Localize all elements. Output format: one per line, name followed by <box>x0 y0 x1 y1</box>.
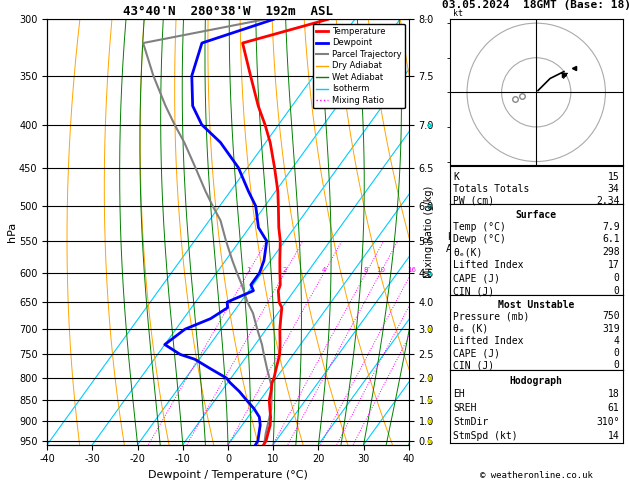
Text: 319: 319 <box>602 324 620 333</box>
Text: Temp (°C): Temp (°C) <box>453 222 506 231</box>
Text: 2.34: 2.34 <box>596 196 620 206</box>
Text: 61: 61 <box>608 403 620 413</box>
Text: 1: 1 <box>246 267 250 273</box>
Text: 4: 4 <box>322 267 326 273</box>
Text: StmDir: StmDir <box>453 417 488 427</box>
Y-axis label: km
ASL: km ASL <box>446 232 464 254</box>
Text: 4: 4 <box>614 336 620 346</box>
Text: Hodograph: Hodograph <box>509 376 563 386</box>
Text: 14: 14 <box>608 431 620 441</box>
Text: 750: 750 <box>602 312 620 321</box>
Text: 8: 8 <box>364 267 369 273</box>
Text: kt: kt <box>453 9 463 18</box>
Text: StmSpd (kt): StmSpd (kt) <box>453 431 518 441</box>
Text: 298: 298 <box>602 247 620 258</box>
Text: LCL: LCL <box>452 436 470 446</box>
Text: 7.9: 7.9 <box>602 222 620 231</box>
Text: 03.05.2024  18GMT (Base: 18): 03.05.2024 18GMT (Base: 18) <box>442 0 629 10</box>
Text: 16: 16 <box>407 267 416 273</box>
Text: SREH: SREH <box>453 403 476 413</box>
Text: Pressure (mb): Pressure (mb) <box>453 312 529 321</box>
Text: Lifted Index: Lifted Index <box>453 260 523 270</box>
Text: θₑ(K): θₑ(K) <box>453 247 482 258</box>
Text: K: K <box>453 172 459 182</box>
Text: 15: 15 <box>608 172 620 182</box>
Text: Mixing Ratio (g/kg): Mixing Ratio (g/kg) <box>425 186 434 278</box>
Text: 0: 0 <box>614 360 620 370</box>
Text: Totals Totals: Totals Totals <box>453 184 529 194</box>
Text: © weatheronline.co.uk: © weatheronline.co.uk <box>480 471 593 480</box>
Text: CAPE (J): CAPE (J) <box>453 273 500 283</box>
Text: CAPE (J): CAPE (J) <box>453 348 500 358</box>
Text: CIN (J): CIN (J) <box>453 286 494 296</box>
Y-axis label: hPa: hPa <box>8 222 18 242</box>
Text: PW (cm): PW (cm) <box>453 196 494 206</box>
Text: 0: 0 <box>614 273 620 283</box>
Text: CIN (J): CIN (J) <box>453 360 494 370</box>
Text: 17: 17 <box>608 260 620 270</box>
Text: EH: EH <box>453 389 465 399</box>
Text: 6.1: 6.1 <box>602 234 620 244</box>
X-axis label: Dewpoint / Temperature (°C): Dewpoint / Temperature (°C) <box>148 470 308 480</box>
Text: Dewp (°C): Dewp (°C) <box>453 234 506 244</box>
Text: 0: 0 <box>614 286 620 296</box>
Text: 0: 0 <box>614 348 620 358</box>
Text: 18: 18 <box>608 389 620 399</box>
Text: Most Unstable: Most Unstable <box>498 300 574 311</box>
Title: 43°40'N  280°38'W  192m  ASL: 43°40'N 280°38'W 192m ASL <box>123 5 333 18</box>
Text: 2: 2 <box>282 267 287 273</box>
Text: Lifted Index: Lifted Index <box>453 336 523 346</box>
Text: 34: 34 <box>608 184 620 194</box>
Text: 10: 10 <box>376 267 385 273</box>
Legend: Temperature, Dewpoint, Parcel Trajectory, Dry Adiabat, Wet Adiabat, Isotherm, Mi: Temperature, Dewpoint, Parcel Trajectory… <box>313 24 404 108</box>
Text: 310°: 310° <box>596 417 620 427</box>
Text: Surface: Surface <box>516 210 557 220</box>
Text: θₑ (K): θₑ (K) <box>453 324 488 333</box>
